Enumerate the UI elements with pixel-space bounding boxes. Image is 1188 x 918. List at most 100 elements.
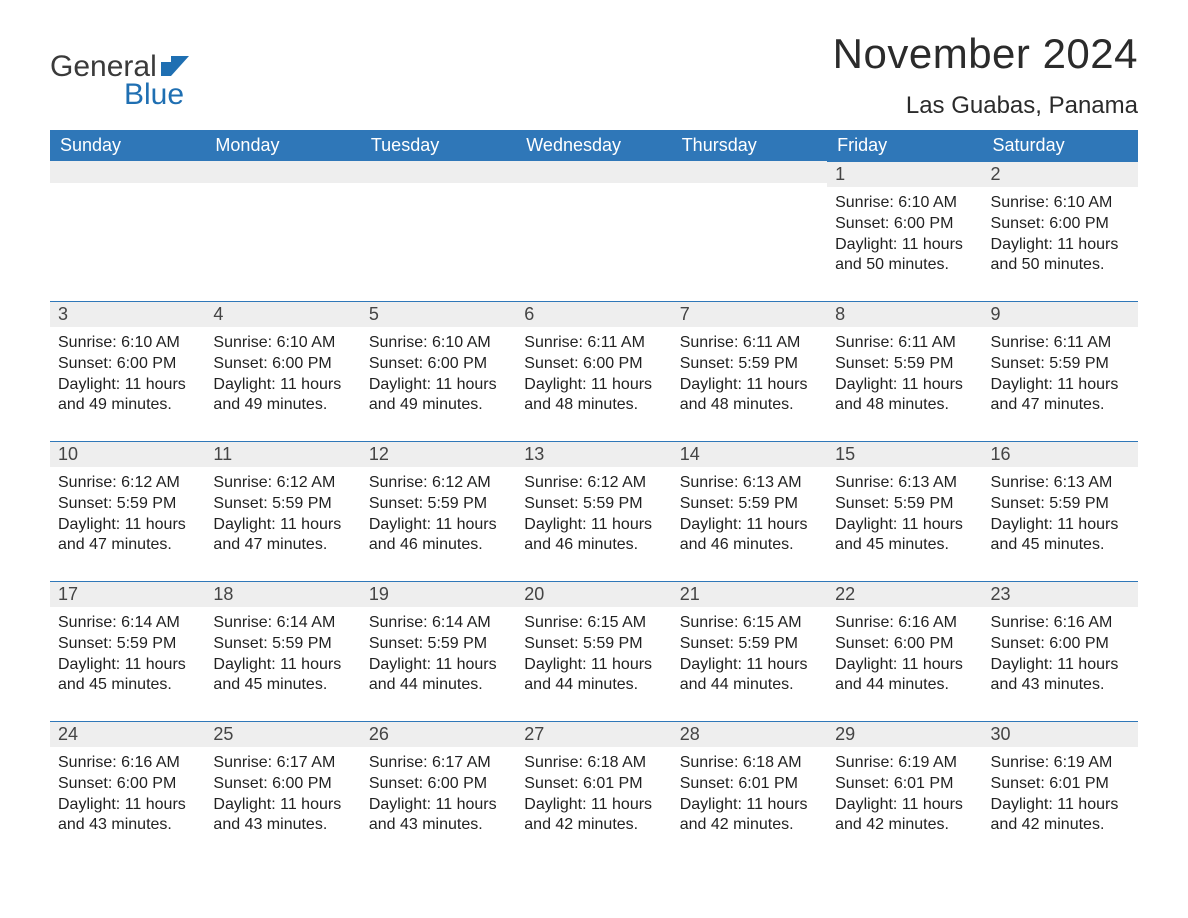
day-wrap: 24Sunrise: 6:16 AMSunset: 6:00 PMDayligh… [50,721,205,846]
sunrise-label: Sunrise: [369,334,432,351]
daylight-label: Daylight: [680,796,747,813]
daylight-label: Daylight: [524,796,591,813]
sunset-label: Sunset: [680,775,739,792]
sunset-line: Sunset: 6:00 PM [524,354,663,375]
day-wrap: 28Sunrise: 6:18 AMSunset: 6:01 PMDayligh… [672,721,827,846]
empty-day [361,161,516,183]
calendar-cell: 6Sunrise: 6:11 AMSunset: 6:00 PMDaylight… [516,301,671,441]
sunrise-label: Sunrise: [680,334,743,351]
sunrise-line: Sunrise: 6:10 AM [835,193,974,214]
day-number: 28 [672,722,827,747]
sunset-label: Sunset: [213,635,272,652]
day-number: 26 [361,722,516,747]
sunset-value: 6:01 PM [738,775,798,792]
sunrise-label: Sunrise: [524,334,587,351]
sunset-line: Sunset: 6:00 PM [369,774,508,795]
sunset-label: Sunset: [524,635,583,652]
sunset-label: Sunset: [213,495,272,512]
sunrise-label: Sunrise: [991,194,1054,211]
title-block: November 2024 Las Guabas, Panama [833,30,1138,120]
daylight-line: Daylight: 11 hours and 47 minutes. [213,515,352,557]
day-wrap: 17Sunrise: 6:14 AMSunset: 5:59 PMDayligh… [50,581,205,706]
sunset-label: Sunset: [369,635,428,652]
calendar-cell: 11Sunrise: 6:12 AMSunset: 5:59 PMDayligh… [205,441,360,581]
day-number: 1 [827,162,982,187]
sunrise-label: Sunrise: [213,474,276,491]
sunrise-line: Sunrise: 6:11 AM [524,333,663,354]
daylight-label: Daylight: [524,656,591,673]
sunrise-label: Sunrise: [369,754,432,771]
daylight-label: Daylight: [991,236,1058,253]
day-number: 5 [361,302,516,327]
daylight-label: Daylight: [58,516,125,533]
day-body: Sunrise: 6:16 AMSunset: 6:00 PMDaylight:… [827,607,982,706]
sunset-label: Sunset: [835,355,894,372]
daylight-label: Daylight: [680,516,747,533]
month-title: November 2024 [833,30,1138,78]
daylight-label: Daylight: [991,656,1058,673]
calendar-cell: 20Sunrise: 6:15 AMSunset: 5:59 PMDayligh… [516,581,671,721]
sunset-line: Sunset: 6:00 PM [213,774,352,795]
sunrise-value: 6:12 AM [121,474,180,491]
daylight-line: Daylight: 11 hours and 47 minutes. [58,515,197,557]
day-number: 29 [827,722,982,747]
header: General Blue November 2024 Las Guabas, P… [50,30,1138,120]
sunrise-line: Sunrise: 6:12 AM [213,473,352,494]
day-wrap: 22Sunrise: 6:16 AMSunset: 6:00 PMDayligh… [827,581,982,706]
day-body: Sunrise: 6:10 AMSunset: 6:00 PMDaylight:… [361,327,516,426]
calendar-row: 24Sunrise: 6:16 AMSunset: 6:00 PMDayligh… [50,721,1138,861]
calendar-cell: 3Sunrise: 6:10 AMSunset: 6:00 PMDaylight… [50,301,205,441]
sunrise-value: 6:12 AM [432,474,491,491]
sunset-value: 6:00 PM [428,775,488,792]
sunset-value: 5:59 PM [894,355,954,372]
sunrise-value: 6:14 AM [121,614,180,631]
day-number: 11 [205,442,360,467]
calendar-cell: 30Sunrise: 6:19 AMSunset: 6:01 PMDayligh… [983,721,1138,861]
weekday-header: Friday [827,130,982,161]
sunrise-line: Sunrise: 6:14 AM [213,613,352,634]
sunrise-line: Sunrise: 6:11 AM [680,333,819,354]
sunset-label: Sunset: [58,495,117,512]
day-number: 13 [516,442,671,467]
day-body: Sunrise: 6:17 AMSunset: 6:00 PMDaylight:… [205,747,360,846]
calendar-cell: 14Sunrise: 6:13 AMSunset: 5:59 PMDayligh… [672,441,827,581]
calendar-cell: 9Sunrise: 6:11 AMSunset: 5:59 PMDaylight… [983,301,1138,441]
daylight-label: Daylight: [524,516,591,533]
sunrise-line: Sunrise: 6:19 AM [991,753,1130,774]
sunrise-label: Sunrise: [835,754,898,771]
sunset-line: Sunset: 6:00 PM [58,354,197,375]
daylight-label: Daylight: [369,796,436,813]
sunrise-value: 6:15 AM [743,614,802,631]
sunrise-value: 6:10 AM [277,334,336,351]
sunset-value: 5:59 PM [1049,355,1109,372]
sunrise-line: Sunrise: 6:16 AM [58,753,197,774]
calendar-row: 10Sunrise: 6:12 AMSunset: 5:59 PMDayligh… [50,441,1138,581]
calendar-cell: 28Sunrise: 6:18 AMSunset: 6:01 PMDayligh… [672,721,827,861]
sunrise-line: Sunrise: 6:13 AM [991,473,1130,494]
daylight-line: Daylight: 11 hours and 45 minutes. [213,655,352,697]
sunset-label: Sunset: [991,355,1050,372]
day-wrap: 14Sunrise: 6:13 AMSunset: 5:59 PMDayligh… [672,441,827,566]
sunrise-line: Sunrise: 6:10 AM [58,333,197,354]
empty-day [205,161,360,183]
daylight-label: Daylight: [835,656,902,673]
sunrise-line: Sunrise: 6:15 AM [680,613,819,634]
daylight-line: Daylight: 11 hours and 42 minutes. [835,795,974,837]
sunset-line: Sunset: 5:59 PM [524,494,663,515]
day-body: Sunrise: 6:10 AMSunset: 6:00 PMDaylight:… [983,187,1138,286]
sunset-label: Sunset: [680,355,739,372]
daylight-line: Daylight: 11 hours and 45 minutes. [835,515,974,557]
sunset-label: Sunset: [991,635,1050,652]
weekday-header: Saturday [983,130,1138,161]
daylight-label: Daylight: [58,656,125,673]
sunrise-value: 6:13 AM [898,474,957,491]
sunrise-line: Sunrise: 6:15 AM [524,613,663,634]
calendar-cell: 23Sunrise: 6:16 AMSunset: 6:00 PMDayligh… [983,581,1138,721]
calendar-cell: 10Sunrise: 6:12 AMSunset: 5:59 PMDayligh… [50,441,205,581]
daylight-label: Daylight: [991,796,1058,813]
day-body: Sunrise: 6:14 AMSunset: 5:59 PMDaylight:… [205,607,360,706]
daylight-label: Daylight: [213,796,280,813]
calendar-cell: 1Sunrise: 6:10 AMSunset: 6:00 PMDaylight… [827,161,982,301]
sunset-line: Sunset: 5:59 PM [213,634,352,655]
sunrise-value: 6:13 AM [1054,474,1113,491]
